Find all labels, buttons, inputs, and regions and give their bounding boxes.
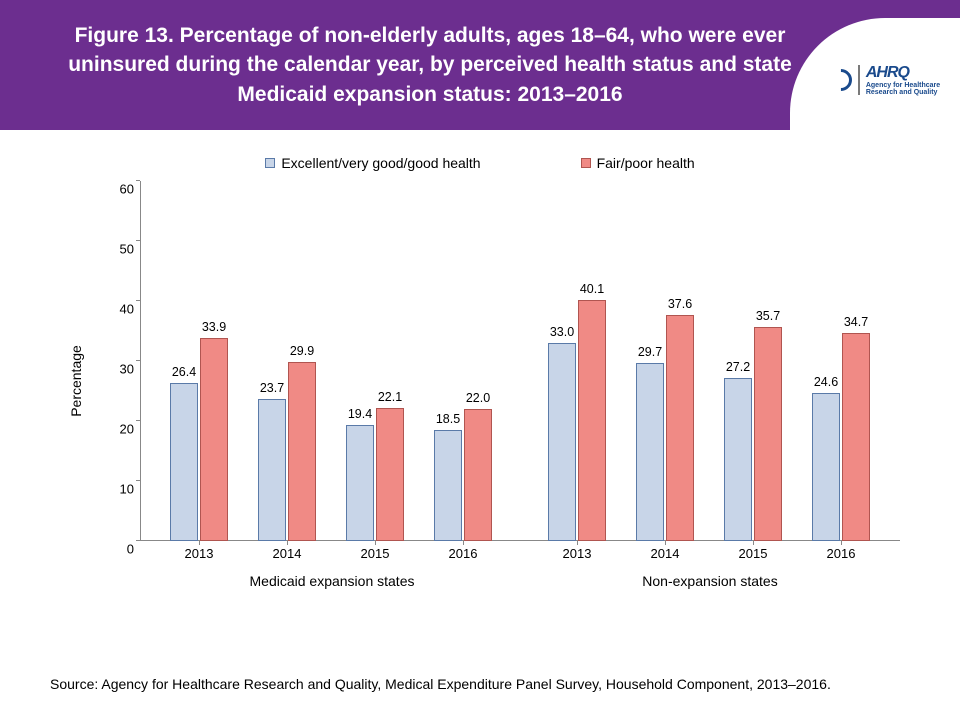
- bar: [754, 327, 782, 541]
- y-tick-label: 30: [106, 362, 140, 377]
- bar-value-label: 22.0: [458, 391, 498, 405]
- y-tick-mark: [136, 420, 140, 421]
- bar: [636, 363, 664, 541]
- plot-area: 010203040506026.433.923.729.919.422.118.…: [140, 181, 900, 541]
- bar-chart: Percentage 010203040506026.433.923.729.9…: [100, 181, 920, 581]
- bar-value-label: 29.9: [282, 344, 322, 358]
- legend-item: Fair/poor health: [581, 155, 695, 171]
- bar-value-label: 35.7: [748, 309, 788, 323]
- bar: [548, 343, 576, 541]
- x-tick-mark: [577, 541, 578, 545]
- y-tick-label: 10: [106, 482, 140, 497]
- x-tick-mark: [287, 541, 288, 545]
- chart-legend: Excellent/very good/good health Fair/poor…: [0, 155, 960, 171]
- bar: [842, 333, 870, 541]
- bar: [376, 408, 404, 541]
- x-tick-mark: [375, 541, 376, 545]
- x-tick-mark: [463, 541, 464, 545]
- bar-value-label: 37.6: [660, 297, 700, 311]
- header-banner: Figure 13. Percentage of non-elderly adu…: [0, 0, 960, 130]
- bar-value-label: 22.1: [370, 390, 410, 404]
- y-tick-mark: [136, 180, 140, 181]
- logo-separator: [858, 65, 860, 95]
- x-tick-mark: [753, 541, 754, 545]
- y-tick-mark: [136, 300, 140, 301]
- bar-value-label: 19.4: [340, 407, 380, 421]
- x-tick-label: 2014: [651, 546, 680, 561]
- legend-item: Excellent/very good/good health: [265, 155, 480, 171]
- chart-container: Excellent/very good/good health Fair/poor…: [0, 155, 960, 581]
- bar-value-label: 26.4: [164, 365, 204, 379]
- bar: [434, 430, 462, 541]
- legend-swatch: [265, 158, 275, 168]
- bar: [578, 300, 606, 541]
- y-tick-mark: [136, 360, 140, 361]
- x-tick-label: 2013: [563, 546, 592, 561]
- bar-value-label: 29.7: [630, 345, 670, 359]
- group-label: Medicaid expansion states: [250, 573, 415, 589]
- y-tick-mark: [136, 240, 140, 241]
- x-tick-label: 2016: [449, 546, 478, 561]
- x-tick-label: 2015: [361, 546, 390, 561]
- x-tick-label: 2014: [273, 546, 302, 561]
- bar: [200, 338, 228, 541]
- y-axis-line: [140, 181, 141, 541]
- x-tick-mark: [841, 541, 842, 545]
- logo-acronym: AHRQ: [866, 64, 940, 82]
- y-tick-mark: [136, 540, 140, 541]
- bar-value-label: 23.7: [252, 381, 292, 395]
- x-tick-label: 2013: [185, 546, 214, 561]
- figure-title: Figure 13. Percentage of non-elderly adu…: [0, 21, 820, 109]
- bar-value-label: 40.1: [572, 282, 612, 296]
- bar: [258, 399, 286, 541]
- x-tick-mark: [199, 541, 200, 545]
- bar: [666, 315, 694, 541]
- x-tick-mark: [665, 541, 666, 545]
- x-tick-label: 2016: [827, 546, 856, 561]
- y-tick-label: 0: [106, 542, 140, 557]
- group-label: Non-expansion states: [642, 573, 777, 589]
- bar: [288, 362, 316, 541]
- bar: [346, 425, 374, 541]
- x-axis-line: [140, 540, 900, 541]
- bar: [170, 383, 198, 541]
- bar-value-label: 33.0: [542, 325, 582, 339]
- logo-subtext-1: Agency for Healthcare: [866, 82, 940, 89]
- y-tick-mark: [136, 480, 140, 481]
- logo-subtext-2: Research and Quality: [866, 89, 940, 96]
- legend-label: Fair/poor health: [597, 155, 695, 171]
- x-tick-label: 2015: [739, 546, 768, 561]
- source-citation: Source: Agency for Healthcare Research a…: [50, 676, 831, 692]
- bar-value-label: 18.5: [428, 412, 468, 426]
- bar-value-label: 27.2: [718, 360, 758, 374]
- bar: [812, 393, 840, 541]
- bar-value-label: 33.9: [194, 320, 234, 334]
- y-tick-label: 40: [106, 302, 140, 317]
- legend-label: Excellent/very good/good health: [281, 155, 480, 171]
- y-tick-label: 20: [106, 422, 140, 437]
- y-tick-label: 60: [106, 182, 140, 197]
- legend-swatch: [581, 158, 591, 168]
- y-tick-label: 50: [106, 242, 140, 257]
- bar-value-label: 24.6: [806, 375, 846, 389]
- bar-value-label: 34.7: [836, 315, 876, 329]
- bar: [464, 409, 492, 541]
- y-axis-label: Percentage: [68, 345, 84, 417]
- logo-swoosh-icon: [825, 64, 856, 95]
- bar: [724, 378, 752, 541]
